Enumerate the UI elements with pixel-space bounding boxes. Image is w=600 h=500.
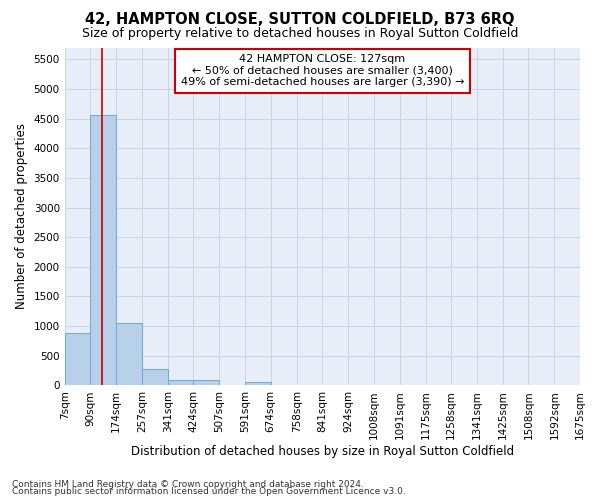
Text: 42 HAMPTON CLOSE: 127sqm  
← 50% of detached houses are smaller (3,400)
49% of s: 42 HAMPTON CLOSE: 127sqm ← 50% of detach… (181, 54, 464, 88)
Text: Contains public sector information licensed under the Open Government Licence v3: Contains public sector information licen… (12, 487, 406, 496)
X-axis label: Distribution of detached houses by size in Royal Sutton Coldfield: Distribution of detached houses by size … (131, 444, 514, 458)
Bar (91, 115, 116, 386)
Bar (65, 333, 91, 386)
Text: 42, HAMPTON CLOSE, SUTTON COLDFIELD, B73 6RQ: 42, HAMPTON CLOSE, SUTTON COLDFIELD, B73… (85, 12, 515, 28)
Bar (142, 368, 168, 386)
Y-axis label: Number of detached properties: Number of detached properties (15, 124, 28, 310)
Bar (116, 322, 142, 386)
Bar (245, 382, 271, 386)
Text: Contains HM Land Registry data © Crown copyright and database right 2024.: Contains HM Land Registry data © Crown c… (12, 480, 364, 489)
Text: Size of property relative to detached houses in Royal Sutton Coldfield: Size of property relative to detached ho… (82, 28, 518, 40)
Bar (193, 380, 219, 386)
Bar (168, 380, 193, 386)
